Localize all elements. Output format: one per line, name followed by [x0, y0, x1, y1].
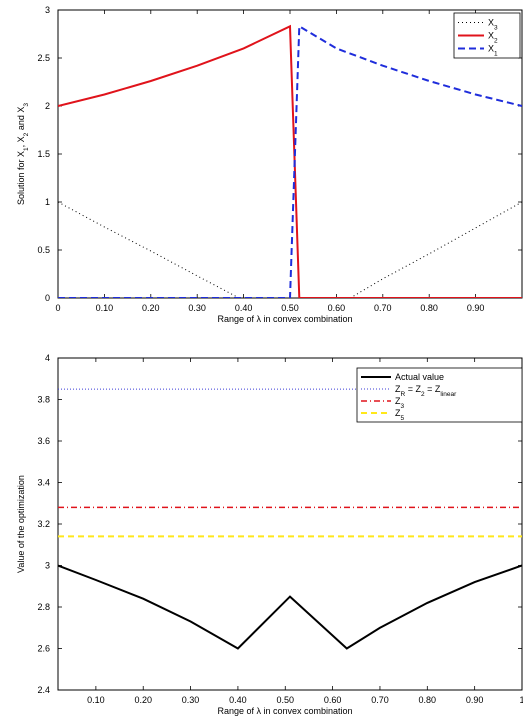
x-tick-label: 0.50: [276, 695, 294, 705]
y-tick-label: 3.6: [37, 436, 50, 446]
y-tick-label: 3.4: [37, 478, 50, 488]
x-tick-label: 0.10: [96, 303, 114, 313]
x-tick-label: 0.40: [229, 695, 247, 705]
x-tick-label: 0.10: [87, 695, 105, 705]
x-tick-label: 0.90: [467, 303, 485, 313]
chart-1: 0 0.10 0.20 0.30 0.40 0.50 0.60 0.70 0.80 0.90 0 0.…: [16, 5, 523, 324]
y-tick-label: 2.5: [37, 53, 50, 63]
y-tick-label: 4: [45, 353, 50, 363]
x-tick-label: 0.80: [419, 695, 437, 705]
y-tick-label: 2: [45, 101, 50, 111]
x-tick-label: 0.70: [374, 303, 392, 313]
legend-label-4: Z5: [395, 408, 405, 422]
x-axis-label: Range of λ in convex combination: [217, 314, 352, 324]
y-tick-label: 2.8: [37, 602, 50, 612]
legend-label-3: Z3: [395, 396, 405, 410]
y-tick-label: 2.6: [37, 644, 50, 654]
x-tick-label: 0.20: [142, 303, 160, 313]
legend-label-2: ZR = Z2 = Zlinear: [395, 384, 457, 398]
x-tick-label: 0.30: [188, 303, 206, 313]
x-tick-label: 0.80: [420, 303, 438, 313]
x-axis-label: Range of λ in convex combination: [217, 706, 352, 716]
x-tick-label: 1: [519, 695, 523, 705]
x-tick-label: 0.60: [328, 303, 346, 313]
series-line-1: [58, 564, 522, 650]
x-tick-label: 0.30: [182, 695, 200, 705]
y-tick-label: 0: [45, 293, 50, 303]
x-tick-label: 0.60: [324, 695, 342, 705]
x-tick-label: 0.20: [134, 695, 152, 705]
x-tick-label: 0.50: [281, 303, 299, 313]
x-tick-label: 0.90: [466, 695, 484, 705]
y-axis-label: Solution for X1, X2 and X3: [16, 103, 30, 205]
y-tick-label: 3: [45, 5, 50, 15]
y-tick-label: 1: [45, 197, 50, 207]
y-tick-label: 3.2: [37, 519, 50, 529]
y-tick-label: 2.4: [37, 685, 50, 695]
x-tick-label: 0.70: [371, 695, 389, 705]
legend-label-1: X3: [488, 18, 498, 32]
x-tick-label: 0.40: [235, 303, 253, 313]
y-axis-label: Value of the optimization: [16, 475, 26, 573]
series-line-3: [58, 24, 522, 298]
y-tick-label: 3.8: [37, 395, 50, 405]
y-tick-label: 3: [45, 561, 50, 571]
legend-label-2: X2: [488, 31, 498, 45]
plot-area: [57, 9, 523, 299]
x-tick-label: 0: [55, 303, 60, 313]
y-tick-label: 1.5: [37, 149, 50, 159]
y-tick-label: 0.5: [37, 245, 50, 255]
legend-label-3: X1: [488, 44, 498, 58]
series-line-1: [58, 201, 522, 298]
chart-2: 0.10 0.20 0.30 0.40 0.50 0.60 0.70 0.80 0.90 1 2.4…: [16, 353, 523, 716]
legend-label-1: Actual value: [395, 372, 444, 382]
